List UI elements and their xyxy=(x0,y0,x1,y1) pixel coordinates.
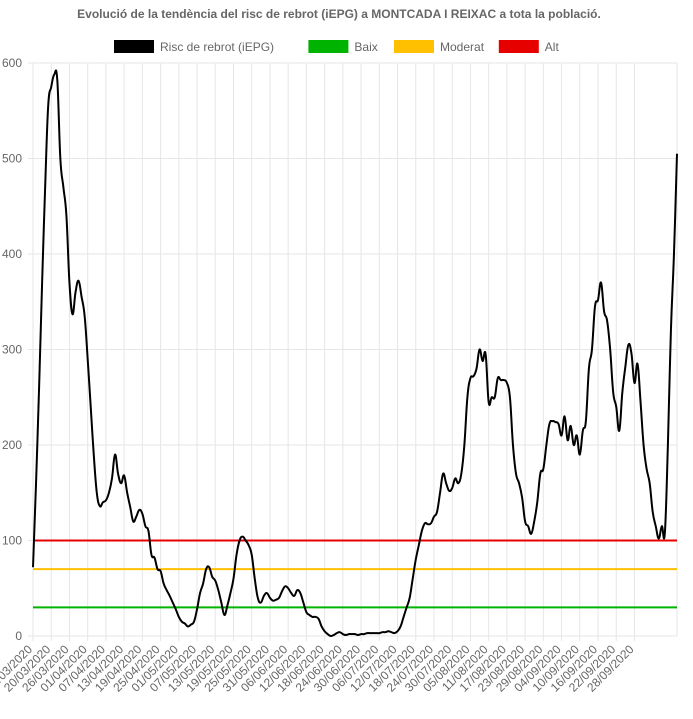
y-tick-label: 400 xyxy=(2,247,22,261)
y-tick-label: 300 xyxy=(2,343,22,357)
legend: Risc de rebrot (iEPG) Baix Moderat Alt xyxy=(114,40,559,54)
y-tick-label: 100 xyxy=(2,534,22,548)
legend-label-alt: Alt xyxy=(545,40,560,54)
y-tick-label: 200 xyxy=(2,438,22,452)
x-axis: 14/03/202020/03/202026/03/202001/04/2020… xyxy=(0,642,637,695)
threshold-lines xyxy=(33,539,677,609)
series-line-risc-de-rebrot xyxy=(32,69,678,638)
legend-label-risc-de-rebrot-iepg: Risc de rebrot (iEPG) xyxy=(160,40,274,54)
y-tick-label: 500 xyxy=(2,152,22,166)
y-axis: 0 100 200 300 400 500 600 xyxy=(2,56,22,643)
legend-swatch-moderat xyxy=(394,40,434,53)
legend-label-moderat: Moderat xyxy=(440,40,485,54)
gridlines xyxy=(28,62,678,641)
legend-swatch-risc-de-rebrot-iepg xyxy=(114,40,154,53)
legend-swatch-baix xyxy=(308,40,349,53)
chart-title: Evolució de la tendència del risc de reb… xyxy=(77,7,601,21)
y-tick-label: 0 xyxy=(15,629,22,643)
legend-swatch-alt xyxy=(498,40,539,53)
y-tick-label: 600 xyxy=(2,56,22,70)
legend-label-baix: Baix xyxy=(354,40,377,54)
